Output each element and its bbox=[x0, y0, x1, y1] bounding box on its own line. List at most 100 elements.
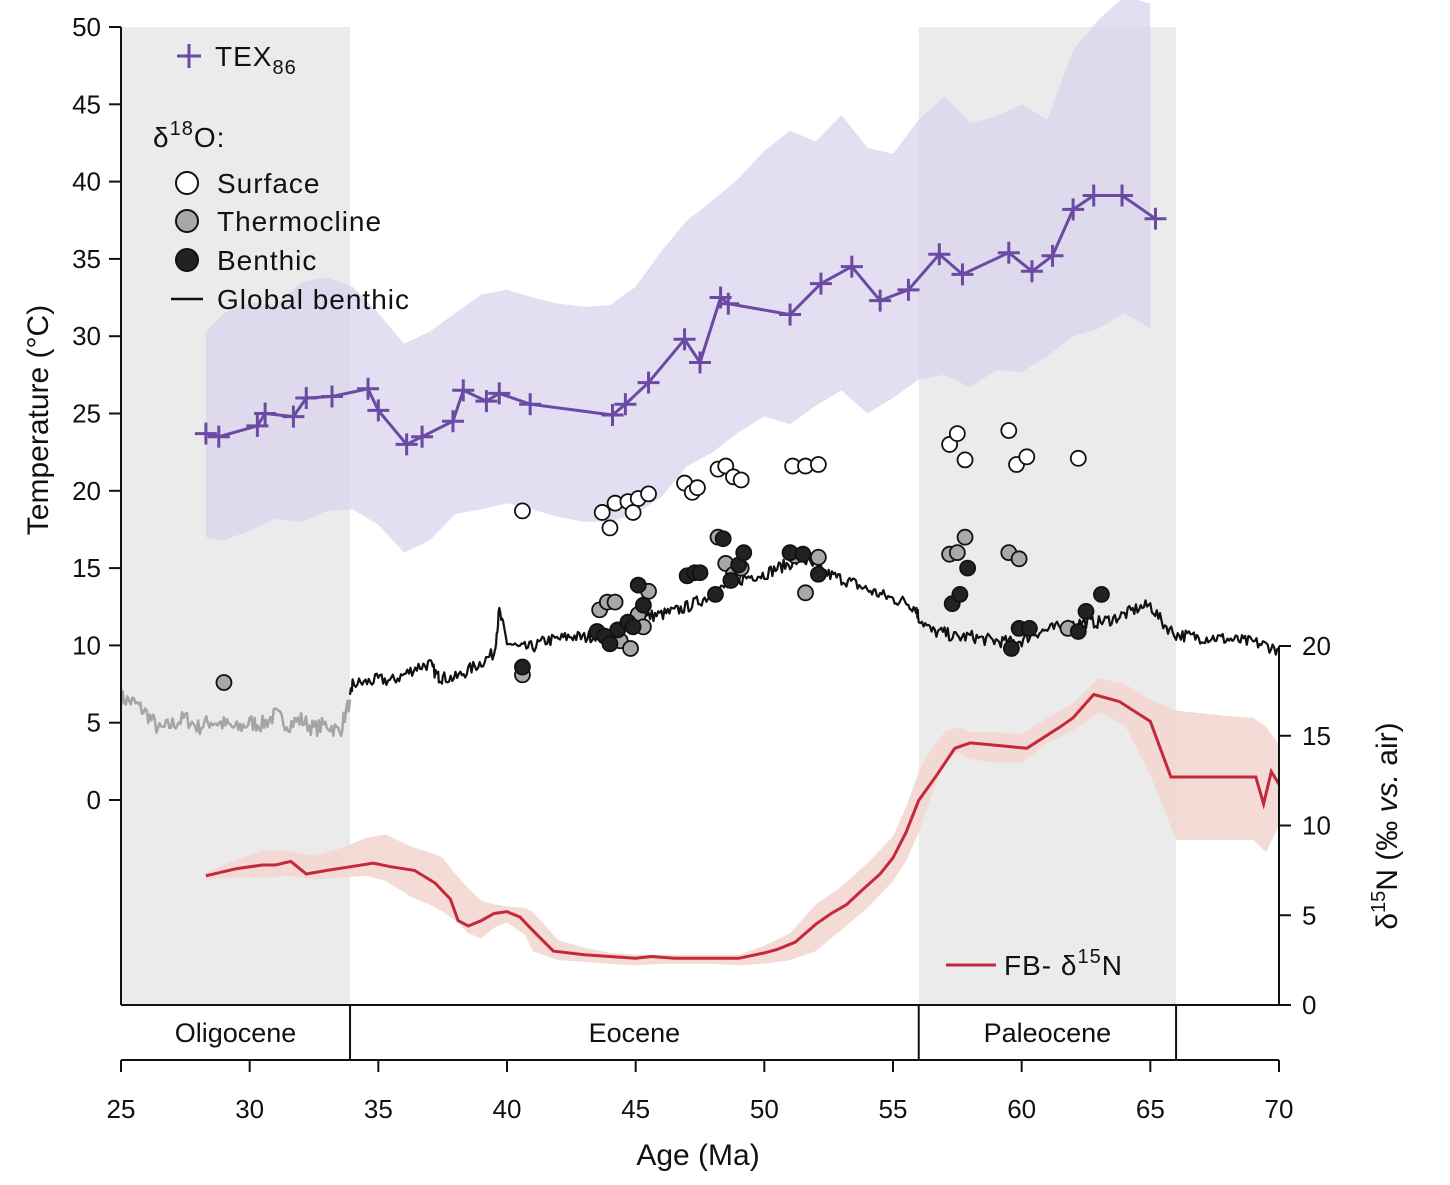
y-right-tick-label: 0 bbox=[1302, 990, 1316, 1020]
fb-n15-line bbox=[205, 692, 1281, 960]
benthic-point bbox=[1069, 623, 1087, 640]
tex86-point bbox=[357, 377, 380, 400]
tex86-point bbox=[282, 405, 305, 428]
surface-point bbox=[1000, 422, 1018, 439]
thermocline-point bbox=[606, 593, 624, 611]
x-tick-label: 50 bbox=[750, 1094, 779, 1124]
surface-point bbox=[514, 502, 531, 520]
benthic-point bbox=[634, 596, 652, 614]
y-left-tick-label: 5 bbox=[87, 708, 101, 738]
y-right-tick-label: 10 bbox=[1302, 811, 1331, 841]
x-tick-label: 45 bbox=[621, 1094, 650, 1124]
y-right-tick-label: 20 bbox=[1302, 631, 1331, 661]
benthic-point bbox=[1002, 640, 1020, 657]
surface-point bbox=[809, 456, 827, 473]
y-left-tick-label: 45 bbox=[72, 89, 101, 119]
tex86-point bbox=[1144, 207, 1167, 230]
legend-benthic-marker-icon bbox=[175, 248, 199, 272]
tex86-point bbox=[673, 328, 696, 351]
benthic-point bbox=[1020, 619, 1038, 637]
tex86-point bbox=[475, 390, 498, 413]
tex86-point bbox=[254, 402, 277, 425]
tex86-point bbox=[928, 243, 951, 266]
y-right-mid: N (‰ bbox=[1371, 812, 1404, 890]
tex86-point bbox=[395, 433, 418, 456]
benthic-point bbox=[714, 530, 732, 548]
tex86-point bbox=[897, 278, 920, 301]
benthic-point bbox=[691, 564, 709, 582]
legend-tex86-marker-icon bbox=[177, 44, 201, 68]
thermocline-point bbox=[809, 548, 827, 566]
tex86-point bbox=[1111, 184, 1134, 207]
legend-thermocline-label: Thermocline bbox=[217, 206, 382, 237]
y-left-tick-label: 0 bbox=[87, 785, 101, 815]
x-tick-label: 60 bbox=[1007, 1094, 1036, 1124]
tex86-point bbox=[809, 272, 832, 295]
benthic-point bbox=[624, 618, 642, 636]
benthic-point bbox=[514, 658, 531, 676]
tex86-point bbox=[207, 425, 230, 448]
uncertainty-bands bbox=[205, 0, 1279, 966]
y-left-tick-label: 15 bbox=[72, 553, 101, 583]
tex86-point bbox=[194, 422, 217, 445]
thermocline-point bbox=[622, 640, 639, 657]
tex86-point bbox=[601, 404, 624, 427]
tex86-point bbox=[689, 351, 711, 374]
epoch-label: Paleocene bbox=[984, 1018, 1112, 1048]
legend-d18o-header: δ18O: bbox=[153, 118, 225, 153]
y-right-suffix: air) bbox=[1371, 722, 1404, 774]
legend-surface-label: Surface bbox=[217, 168, 321, 199]
x-tick-label: 30 bbox=[235, 1094, 264, 1124]
y-left-tick-label: 30 bbox=[72, 321, 101, 351]
tex86-point bbox=[1041, 244, 1064, 267]
tex86-point bbox=[488, 382, 511, 405]
benthic-point bbox=[959, 559, 977, 577]
benthic-point bbox=[629, 576, 647, 594]
x-tick-label: 55 bbox=[879, 1094, 908, 1124]
x-tick-label: 65 bbox=[1136, 1094, 1165, 1124]
tex86-point bbox=[246, 414, 269, 437]
thermocline-point bbox=[956, 528, 974, 546]
tex86-point bbox=[295, 387, 318, 410]
surface-point bbox=[601, 519, 619, 537]
epoch-label: Oligocene bbox=[175, 1018, 297, 1048]
legend-tex86-label: TEX86 bbox=[215, 41, 297, 79]
benthic-point bbox=[722, 572, 740, 589]
x-tick-label: 40 bbox=[493, 1094, 522, 1124]
y-right-tick-label: 15 bbox=[1302, 721, 1331, 751]
y-left-tick-label: 40 bbox=[72, 167, 101, 197]
surface-point bbox=[1069, 449, 1087, 467]
tex86-point bbox=[1082, 184, 1105, 207]
tex86-point bbox=[951, 263, 974, 286]
epoch-label: Eocene bbox=[589, 1018, 681, 1048]
legend-thermocline-marker-icon bbox=[175, 209, 199, 233]
x-tick-label: 70 bbox=[1265, 1094, 1294, 1124]
tex86-point bbox=[869, 289, 892, 312]
legend-surface-marker-icon bbox=[175, 171, 199, 195]
thermocline-point bbox=[1010, 550, 1028, 568]
tex86-point bbox=[411, 425, 434, 448]
surface-point bbox=[624, 504, 642, 521]
benthic-point bbox=[1093, 585, 1110, 603]
tex86-point bbox=[452, 379, 475, 402]
y-right-vs: vs. bbox=[1371, 774, 1404, 812]
tex86-uncertainty-band bbox=[205, 0, 1151, 553]
data-points bbox=[194, 184, 1167, 691]
surface-point bbox=[689, 479, 706, 497]
y-right-delta: δ bbox=[1371, 913, 1404, 930]
x-tick-label: 35 bbox=[364, 1094, 393, 1124]
y-left-tick-label: 35 bbox=[72, 244, 101, 274]
tex86-point bbox=[321, 385, 344, 408]
thermocline-point bbox=[215, 674, 233, 691]
y-right-sup: 15 bbox=[1368, 891, 1390, 913]
surface-point bbox=[732, 471, 750, 489]
surface-point bbox=[593, 504, 611, 521]
global-benthic-line-oligocene bbox=[119, 690, 352, 738]
tex86-point bbox=[779, 303, 802, 326]
benthic-point bbox=[707, 585, 724, 603]
benthic-point bbox=[735, 544, 753, 562]
y-left-tick-label: 50 bbox=[72, 12, 101, 42]
tex86-point bbox=[519, 393, 542, 416]
tex86-point bbox=[441, 410, 464, 433]
benthic-point bbox=[1077, 602, 1095, 620]
